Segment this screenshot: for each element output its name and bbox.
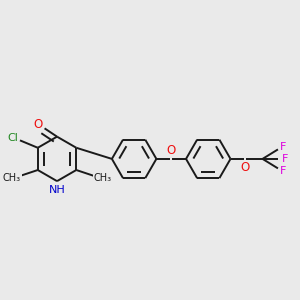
Text: F: F (280, 142, 286, 152)
Text: Cl: Cl (7, 133, 18, 143)
Text: F: F (280, 166, 286, 176)
Text: O: O (33, 118, 43, 131)
Text: O: O (240, 161, 249, 174)
Text: CH₃: CH₃ (3, 173, 21, 183)
Text: CH₃: CH₃ (93, 173, 112, 183)
Text: NH: NH (49, 185, 65, 195)
Text: F: F (282, 154, 288, 164)
Text: O: O (167, 143, 176, 157)
